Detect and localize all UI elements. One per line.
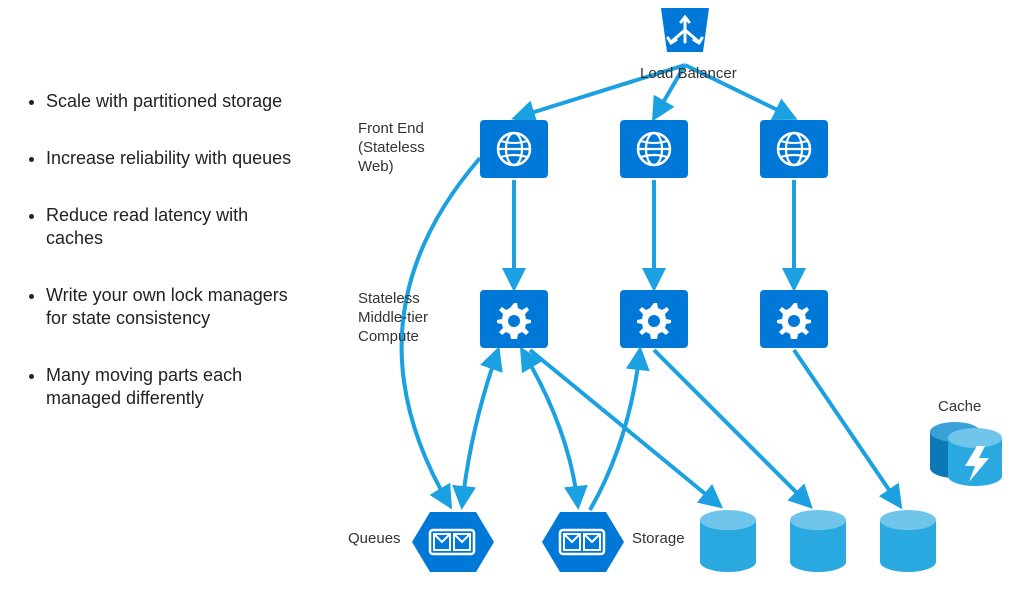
gear-icon: [494, 299, 534, 339]
storage-node: [700, 510, 756, 577]
bullet-list: Scale with partitioned storage Increase …: [28, 90, 308, 444]
globe-icon: [774, 129, 814, 169]
frontend-node: [760, 120, 828, 178]
storage-node: [880, 510, 936, 577]
storage-node: [790, 510, 846, 577]
gear-icon: [774, 299, 814, 339]
queue-node: [410, 510, 496, 570]
middle-tier-node: [620, 290, 688, 348]
cache-node: [930, 418, 1010, 493]
bullet-item: Reduce read latency with caches: [46, 204, 308, 250]
bullet-item: Increase reliability with queues: [46, 147, 308, 170]
label-queues: Queues: [348, 530, 401, 549]
bullet-item: Many moving parts each managed different…: [46, 364, 308, 410]
frontend-node: [620, 120, 688, 178]
middle-tier-node: [480, 290, 548, 348]
label-middle-tier: StatelessMiddle-tierCompute: [358, 290, 428, 346]
architecture-diagram: Load Balancer Front End(StatelessWeb) St…: [320, 0, 1020, 601]
globe-icon: [494, 129, 534, 169]
label-cache: Cache: [938, 398, 981, 417]
bullet-item: Write your own lock managers for state c…: [46, 284, 308, 330]
middle-tier-node: [760, 290, 828, 348]
bullet-item: Scale with partitioned storage: [46, 90, 308, 113]
frontend-node: [480, 120, 548, 178]
label-frontend: Front End(StatelessWeb): [358, 120, 425, 176]
queue-node: [540, 510, 626, 570]
label-load-balancer: Load Balancer: [640, 65, 737, 84]
globe-icon: [634, 129, 674, 169]
load-balancer-icon: [655, 8, 715, 65]
label-storage: Storage: [632, 530, 685, 549]
gear-icon: [634, 299, 674, 339]
